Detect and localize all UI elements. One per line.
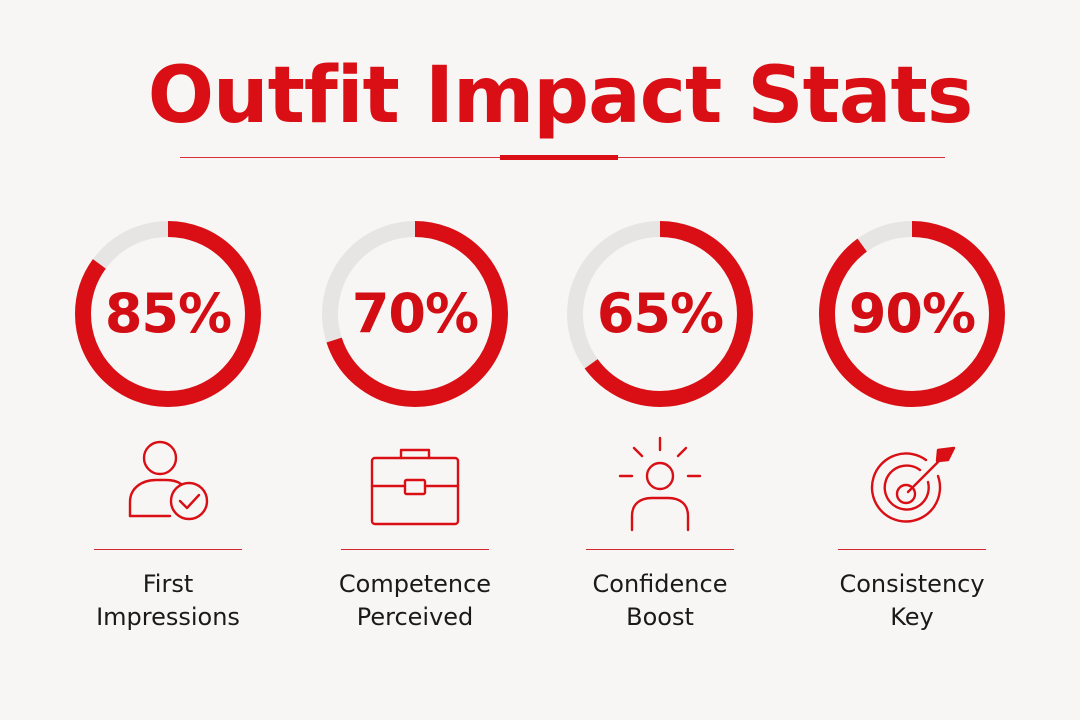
stat-percentage: 65%	[596, 282, 724, 345]
stat-label: Confidence Boost	[550, 568, 770, 634]
stat-label: Competence Perceived	[305, 568, 525, 634]
briefcase-icon	[367, 436, 463, 532]
stat-first-impressions: 85% First Impressions	[68, 214, 268, 654]
stat-label-line1: Confidence	[592, 570, 728, 598]
stat-label-line1: First	[142, 570, 194, 598]
stat-percentage: 85%	[104, 282, 232, 345]
stat-label-line1: Competence	[338, 570, 492, 598]
stat-label-line2: Perceived	[356, 603, 474, 631]
ring-progress	[819, 221, 1005, 407]
progress-ring: 65%	[560, 214, 760, 414]
stat-divider	[838, 549, 986, 550]
stat-confidence-boost: 65% Confidence Boost	[560, 214, 760, 654]
page-title: Outfit Impact Stats	[147, 51, 974, 141]
ring-progress	[322, 221, 508, 407]
stat-divider	[341, 549, 489, 550]
stat-label-line1: Consistency	[839, 570, 985, 598]
progress-ring: 85%	[68, 214, 268, 414]
progress-ring: 90%	[812, 214, 1012, 414]
stat-label-line2: Boost	[626, 603, 694, 631]
stat-percentage: 70%	[351, 282, 479, 345]
title-accent-bar	[500, 155, 618, 160]
ring-progress	[75, 221, 261, 407]
progress-ring: 70%	[315, 214, 515, 414]
stat-consistency-key: 90% Consistency Key	[812, 214, 1012, 654]
stat-label: First Impressions	[58, 568, 278, 634]
person-check-icon	[120, 436, 216, 532]
stat-label-line2: Key	[890, 603, 934, 631]
glowing-person-icon	[612, 436, 708, 532]
stat-label-line2: Impressions	[96, 603, 240, 631]
stat-divider	[586, 549, 734, 550]
stat-label: Consistency Key	[802, 568, 1022, 634]
stat-competence-perceived: 70% Competence Perceived	[315, 214, 515, 654]
target-arrow-icon	[864, 436, 960, 532]
ring-progress	[567, 221, 753, 407]
stat-divider	[94, 549, 242, 550]
stat-percentage: 90%	[848, 282, 976, 345]
